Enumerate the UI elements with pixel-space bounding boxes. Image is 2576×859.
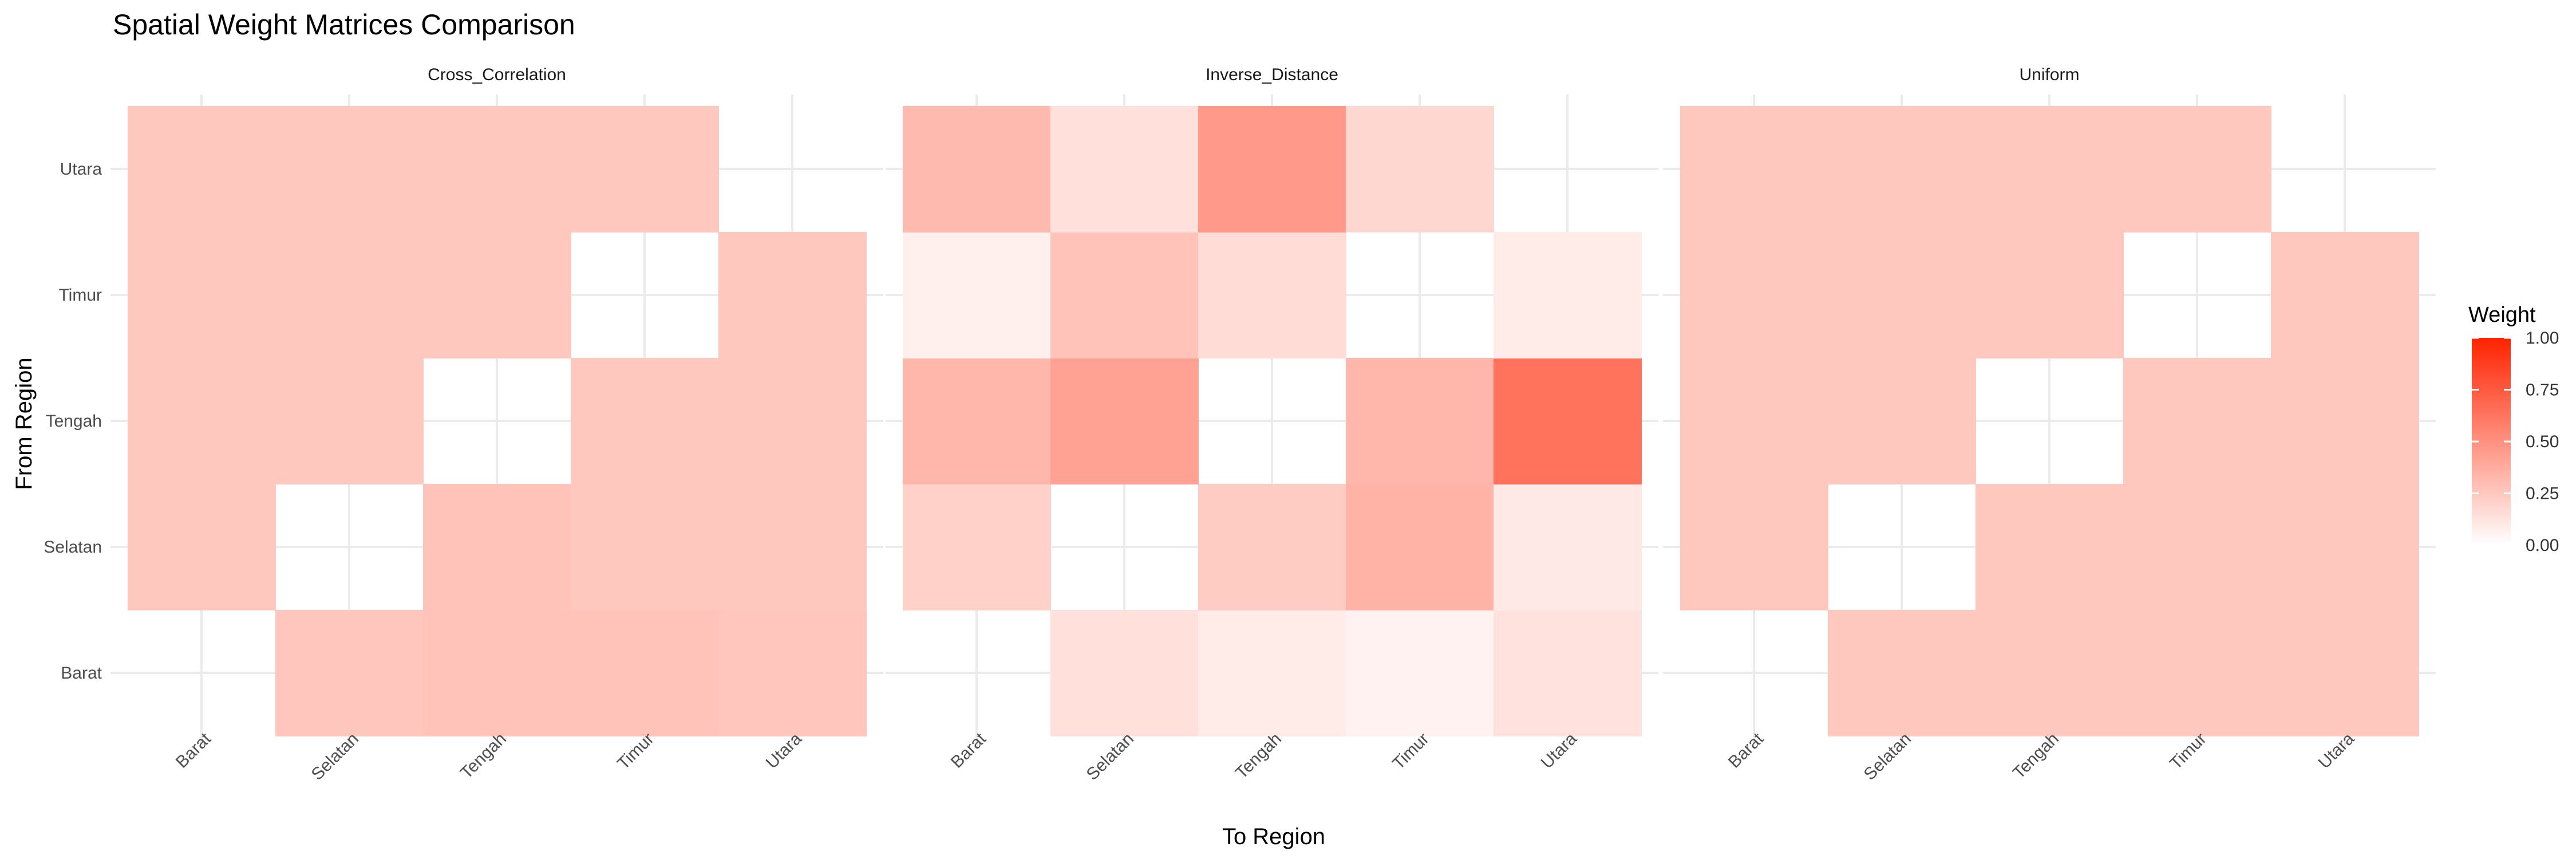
heat-tile — [2271, 484, 2419, 610]
heat-tile — [903, 232, 1051, 358]
color-legend: Weight 0.00 0.25 0.50 0.75 1.00 — [2468, 303, 2559, 555]
x-tick-label: Barat — [947, 729, 990, 772]
y-axis-title: From Region — [11, 357, 37, 490]
heat-tile — [571, 484, 719, 610]
heat-tile — [1050, 106, 1199, 233]
facet-strip-label: Uniform — [2019, 65, 2079, 84]
heat-tile — [423, 484, 571, 610]
heat-tile — [1828, 358, 1976, 484]
heat-tile — [1198, 610, 1346, 736]
heat-tile — [1346, 106, 1494, 233]
heat-tile — [903, 484, 1051, 610]
heat-tile — [128, 484, 276, 610]
heat-tile — [1828, 610, 1976, 736]
heat-tile — [1346, 358, 1494, 484]
heat-tile — [128, 358, 276, 484]
heat-tile — [571, 106, 719, 233]
heat-tile — [1198, 232, 1346, 358]
heat-tile — [2271, 232, 2419, 358]
x-tick-label: Tengah — [2009, 730, 2063, 783]
x-axis-title: To Region — [1222, 824, 1325, 849]
facet-strip-label: Inverse_Distance — [1206, 65, 1338, 84]
x-tick-label: Selatan — [1083, 730, 1137, 784]
heat-tile — [2123, 358, 2271, 484]
heat-tile — [2271, 358, 2419, 484]
y-tick-label: Barat — [61, 664, 102, 683]
y-tick-label: Utara — [60, 160, 102, 179]
heat-tile — [275, 358, 424, 484]
facet-strip-label: Cross_Correlation — [428, 65, 566, 84]
heat-tile — [423, 610, 571, 736]
heat-tile — [1680, 232, 1828, 358]
heat-tile — [423, 106, 571, 233]
heat-tile — [275, 232, 424, 358]
legend-tick-label: 0.50 — [2526, 432, 2559, 451]
x-tick-label: Barat — [1725, 729, 1768, 772]
x-tick-label: Barat — [172, 729, 215, 772]
heat-tile — [718, 610, 867, 736]
facet-panels: Cross_Correlation Barat Selatan Tengah Timur… — [44, 65, 2436, 784]
heat-tile — [275, 106, 424, 233]
heat-tile — [2123, 610, 2271, 736]
heat-tile — [1050, 232, 1199, 358]
heat-tile — [1494, 232, 1642, 358]
heat-tile — [2123, 106, 2271, 233]
legend-tick-label: 0.00 — [2526, 536, 2559, 555]
x-tick-label: Tengah — [457, 730, 510, 783]
heat-tile — [718, 232, 867, 358]
heat-tile — [128, 232, 276, 358]
y-tick-label: Tengah — [46, 412, 102, 431]
heat-tile — [1680, 484, 1828, 610]
legend-tick-label: 1.00 — [2526, 329, 2559, 348]
heat-tile — [128, 106, 276, 233]
x-tick-label: Tengah — [1232, 730, 1285, 783]
heat-tile — [1198, 484, 1346, 610]
heat-tile — [1976, 484, 2124, 610]
legend-tick-label: 0.25 — [2526, 484, 2559, 503]
heat-tile — [571, 358, 719, 484]
heat-tile — [1976, 232, 2124, 358]
heat-tile — [1346, 484, 1494, 610]
legend-tick-label: 0.75 — [2526, 381, 2559, 400]
heat-tile — [2123, 484, 2271, 610]
heat-tile — [1976, 610, 2124, 736]
heat-tile — [1494, 358, 1642, 484]
heat-tile — [903, 106, 1051, 233]
heat-tile — [718, 358, 867, 484]
heat-tile — [1976, 106, 2124, 233]
heat-tile — [1828, 106, 1976, 233]
heat-tile — [423, 232, 571, 358]
heat-tile — [1346, 610, 1494, 736]
heat-tile — [1494, 484, 1642, 610]
heat-tile — [1828, 232, 1976, 358]
heat-tile — [1680, 106, 1828, 233]
y-tick-label: Timur — [58, 286, 102, 305]
y-tick-label: Selatan — [44, 538, 102, 557]
heat-tile — [1494, 610, 1642, 736]
heat-tile — [571, 610, 719, 736]
x-tick-label: Selatan — [308, 730, 362, 784]
x-tick-label: Selatan — [1860, 730, 1915, 784]
legend-title: Weight — [2468, 303, 2536, 327]
chart-title: Spatial Weight Matrices Comparison — [113, 9, 575, 41]
heat-tile — [1680, 358, 1828, 484]
heat-tile — [275, 610, 424, 736]
heat-tile — [1198, 106, 1346, 233]
heat-tile — [2271, 610, 2419, 736]
heat-tile — [903, 358, 1051, 484]
heat-tile — [1050, 610, 1199, 736]
heat-tile — [1050, 358, 1199, 484]
heat-tile — [718, 484, 867, 610]
